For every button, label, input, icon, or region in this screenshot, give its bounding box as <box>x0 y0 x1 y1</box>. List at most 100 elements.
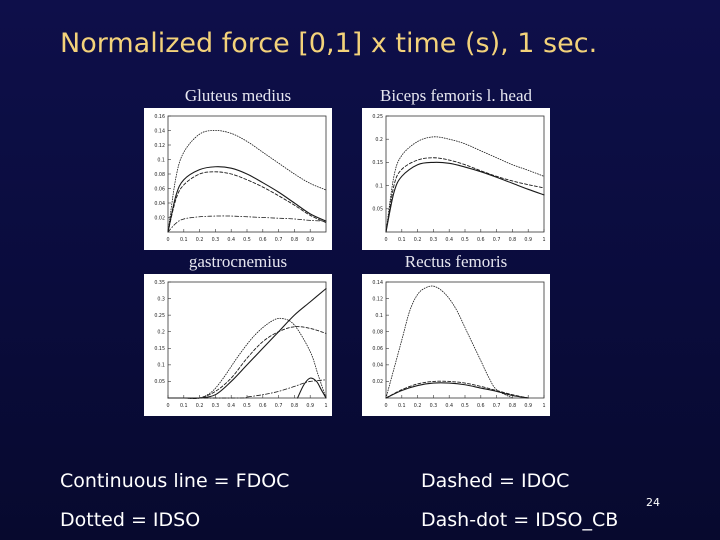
x-tick-label: 0 <box>166 403 169 409</box>
plot-frame <box>385 281 545 399</box>
y-tick-label: 0.25 <box>154 313 165 319</box>
x-tick-label: 0.1 <box>398 237 406 243</box>
x-tick-label: 1 <box>324 403 327 409</box>
x-tick-label: 0.4 <box>227 237 235 243</box>
x-tick-label: 0.9 <box>306 403 314 409</box>
x-tick-label: 0.1 <box>180 237 188 243</box>
x-tick-label: 0.7 <box>493 237 501 243</box>
x-tick-label: 0.4 <box>227 403 235 409</box>
y-tick-label: 0.1 <box>157 363 165 369</box>
chart-panel-rectus-femoris: Rectus femoris 0 0.1 0.2 0.3 0.4 0.5 0.6 0.7 0.8… <box>362 250 550 416</box>
x-tick-label: 0.2 <box>414 237 422 243</box>
chart-panel-gluteus-medius: Gluteus medius 0 0.1 0.2 0.3 0.4 0.5 0.6 0.7 0.8… <box>144 84 332 250</box>
x-tick-label: 0 <box>384 237 387 243</box>
legend-dotted: Dotted = IDSO <box>60 509 201 531</box>
page-number: 24 <box>646 496 660 509</box>
x-tick-label: 1 <box>542 403 545 409</box>
x-tick-label: 0.3 <box>212 237 220 243</box>
x-tick-label: 0.5 <box>461 237 469 243</box>
chart-panel-biceps-femoris: Biceps femoris l. head 0 0.1 0.2 0.3 0.4 0.5 0… <box>362 84 550 250</box>
y-tick-label: 0.05 <box>372 207 383 213</box>
series-line-dotted <box>167 130 327 233</box>
y-tick-label: 0.06 <box>154 186 165 192</box>
chart-biceps-femoris: 0 0.1 0.2 0.3 0.4 0.5 0.6 0.7 0.8 0.9 1 0.05 0.1 0.15… <box>362 108 550 250</box>
x-tick-label: 0.6 <box>259 403 267 409</box>
x-tick-label: 0 <box>166 237 169 243</box>
x-tick-label: 0.3 <box>430 237 438 243</box>
chart-panel-gastrocnemius: gastrocnemius 0 0.1 0.2 0.3 0.4 0.5 0.6 0.7 0.8 0… <box>144 250 332 416</box>
legend-dashdot: Dash-dot = IDSO_CB <box>421 509 619 531</box>
y-tick-label: 0.15 <box>372 160 383 166</box>
x-tick-label: 0.6 <box>477 403 485 409</box>
x-tick-label: 0.8 <box>291 403 299 409</box>
legend-dashed: Dashed = IDOC <box>421 470 570 492</box>
y-tick-label: 0.08 <box>372 330 383 336</box>
chart-gluteus-medius: 0 0.1 0.2 0.3 0.4 0.5 0.6 0.7 0.8 0.9 0.02 0.04 0.06… <box>144 108 332 250</box>
x-tick-label: 0.3 <box>212 403 220 409</box>
y-tick-label: 0.16 <box>154 114 165 120</box>
series-line-dotted <box>385 136 545 233</box>
y-tick-label: 0.06 <box>372 346 383 352</box>
x-tick-label: 0.9 <box>524 237 532 243</box>
x-tick-label: 0.2 <box>196 237 204 243</box>
y-tick-label: 0.04 <box>372 363 383 369</box>
series-line-solid <box>385 161 545 233</box>
series-line-solid <box>167 288 327 399</box>
chart-rectus-femoris: 0 0.1 0.2 0.3 0.4 0.5 0.6 0.7 0.8 0.9 1 0.02 0.04 0.0… <box>362 274 550 416</box>
x-tick-label: 0.2 <box>196 403 204 409</box>
y-tick-label: 0.04 <box>154 201 165 207</box>
x-tick-label: 0.3 <box>430 403 438 409</box>
chart-title: Biceps femoris l. head <box>379 86 532 105</box>
slide-title: Normalized force [0,1] x time (s), 1 sec… <box>60 28 598 59</box>
y-tick-label: 0.08 <box>154 172 165 178</box>
x-tick-label: 0.8 <box>509 403 517 409</box>
y-tick-label: 0.14 <box>372 280 383 286</box>
chart-title: Rectus femoris <box>404 252 508 271</box>
series-line-solid <box>167 166 327 233</box>
series-line-dashdot <box>167 215 327 233</box>
y-tick-label: 0.02 <box>154 215 165 221</box>
x-tick-label: 0.5 <box>461 403 469 409</box>
series-line-dashdot <box>167 379 327 399</box>
series-line-dashed <box>385 380 529 399</box>
y-tick-label: 0.1 <box>375 183 383 189</box>
y-tick-label: 0.35 <box>154 280 165 286</box>
x-tick-label: 0.7 <box>275 403 283 409</box>
x-tick-label: 0.7 <box>275 237 283 243</box>
y-tick-label: 0.12 <box>154 143 165 149</box>
x-tick-label: 0.6 <box>259 237 267 243</box>
y-tick-label: 0.3 <box>157 296 165 302</box>
series-line-solid <box>385 382 529 399</box>
y-tick-label: 0.1 <box>375 313 383 319</box>
chart-title: gastrocnemius <box>188 252 288 271</box>
x-tick-label: 0.4 <box>445 403 453 409</box>
y-tick-label: 0.14 <box>154 128 165 134</box>
y-tick-label: 0.05 <box>154 379 165 385</box>
y-tick-label: 0.1 <box>157 157 165 163</box>
y-tick-label: 0.2 <box>375 137 383 143</box>
x-tick-label: 0.9 <box>524 403 532 409</box>
y-tick-label: 0.15 <box>154 346 165 352</box>
x-tick-label: 0.8 <box>509 237 517 243</box>
x-tick-label: 0.7 <box>493 403 501 409</box>
x-tick-label: 0.1 <box>398 403 406 409</box>
series-line-dotted <box>385 285 513 399</box>
legend-continuous: Continuous line = FDOC <box>60 470 290 492</box>
x-tick-label: 0.5 <box>243 403 251 409</box>
series-line-dashed <box>167 171 327 233</box>
x-tick-label: 0 <box>384 403 387 409</box>
y-tick-label: 0.02 <box>372 379 383 385</box>
series-line-dashed <box>167 326 327 399</box>
y-tick-label: 0.25 <box>372 114 383 120</box>
x-tick-label: 0.6 <box>477 237 485 243</box>
y-tick-label: 0.12 <box>372 296 383 302</box>
plot-frame <box>385 115 545 233</box>
series-line-dotted <box>167 317 327 399</box>
chart-gastrocnemius: 0 0.1 0.2 0.3 0.4 0.5 0.6 0.7 0.8 0.9 1 0.05 0.1 0.15… <box>144 274 332 416</box>
x-tick-label: 0.9 <box>306 237 314 243</box>
chart-title: Gluteus medius <box>184 86 292 105</box>
x-tick-label: 0.2 <box>414 403 422 409</box>
x-tick-label: 0.1 <box>180 403 188 409</box>
series-line-solid <box>297 377 327 399</box>
x-tick-label: 0.5 <box>243 237 251 243</box>
